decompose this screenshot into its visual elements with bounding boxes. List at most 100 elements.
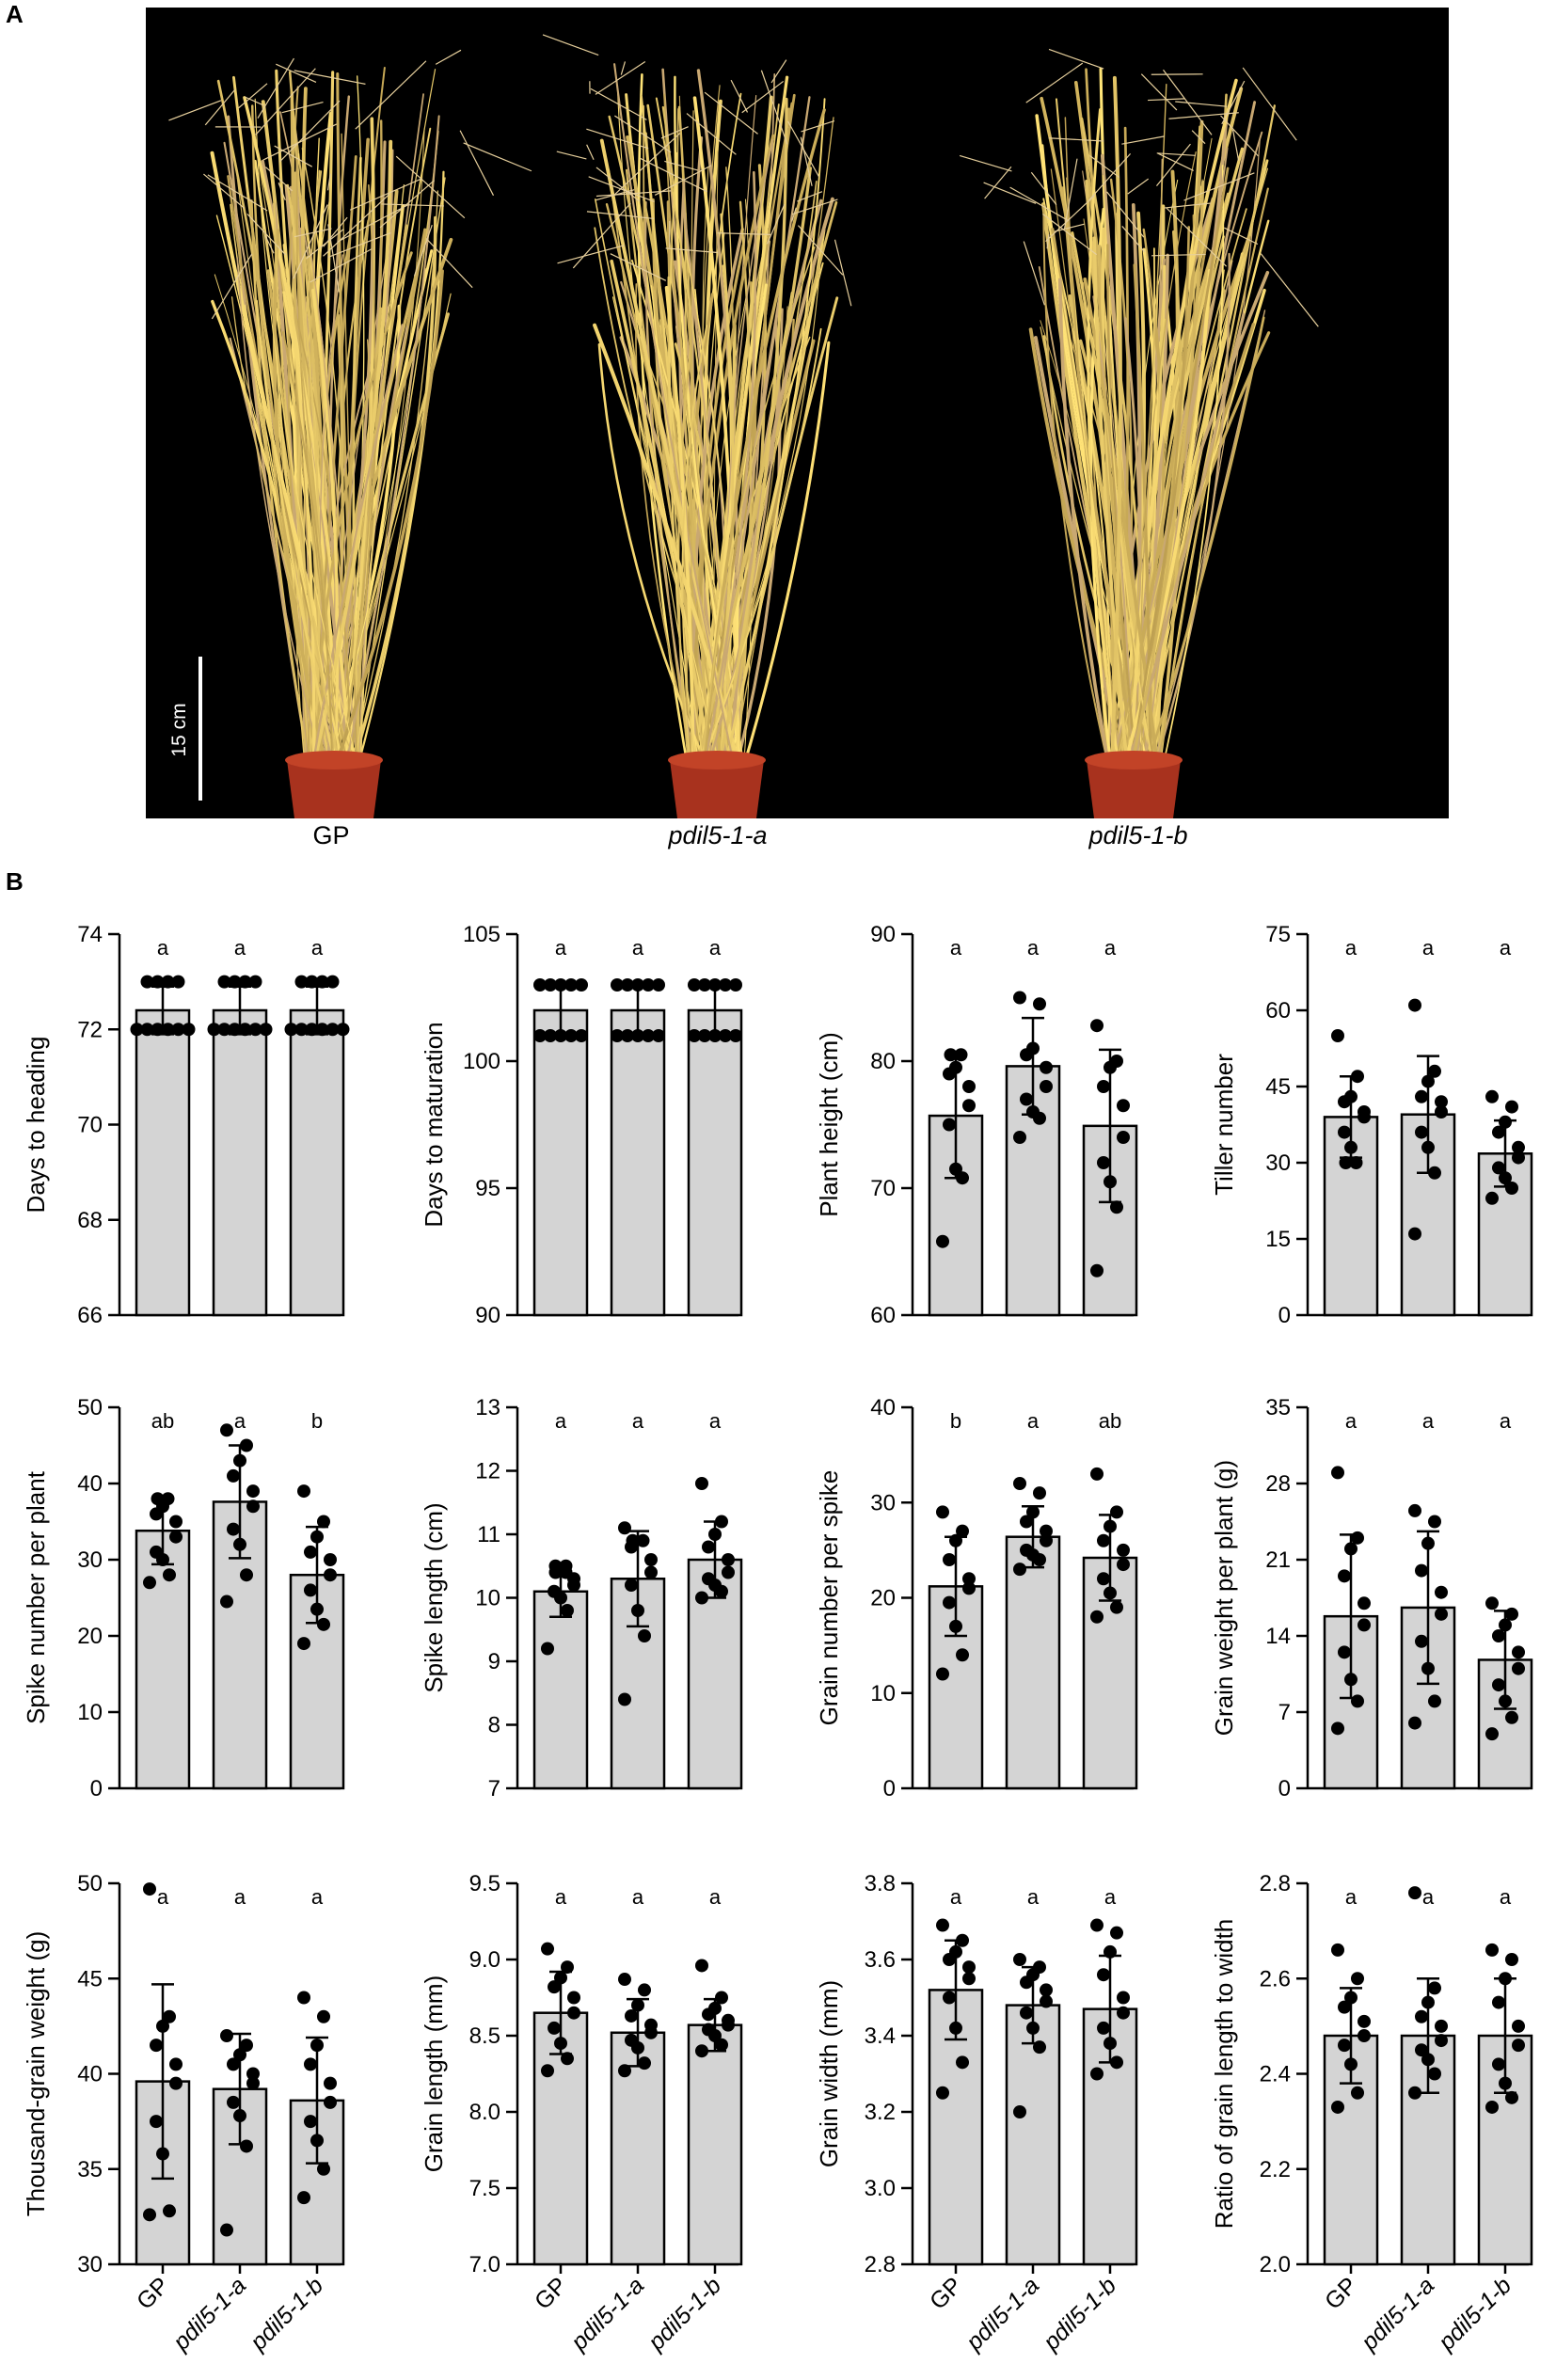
- data-point: [561, 1960, 574, 1975]
- data-point: [297, 1484, 310, 1499]
- data-point: [1435, 1607, 1448, 1621]
- data-point: [1421, 1536, 1435, 1550]
- data-point: [1013, 2105, 1026, 2118]
- genotype-label-pdil5-1-a: pdil5-1-a: [668, 821, 768, 849]
- data-point: [248, 1023, 262, 1037]
- data-point: [294, 1023, 309, 1037]
- data-point: [548, 1980, 561, 1994]
- data-point: [169, 1530, 183, 1544]
- data-point: [1344, 1542, 1358, 1556]
- y-tick-label: 14: [1265, 1624, 1291, 1649]
- data-point: [652, 1029, 665, 1042]
- data-point: [1344, 1991, 1358, 2005]
- data-point: [638, 2056, 651, 2071]
- data-point: [325, 1023, 340, 1037]
- data-point: [1040, 1983, 1053, 1997]
- awn: [413, 224, 433, 277]
- stem: [634, 326, 737, 775]
- data-point: [284, 1023, 298, 1037]
- data-point: [631, 978, 644, 992]
- data-point: [233, 1453, 246, 1468]
- data-point: [207, 1023, 221, 1037]
- y-tick-label: 28: [1265, 1471, 1291, 1497]
- significance-letter: a: [311, 1885, 324, 1909]
- data-point: [1117, 2006, 1130, 2020]
- y-tick-label: 2.8: [865, 2252, 896, 2277]
- awn: [381, 203, 444, 207]
- awn: [1121, 135, 1165, 145]
- significance-letter: ab: [1099, 1409, 1121, 1433]
- chart-3: 60 70 80 90 Plant height (cm) a a a: [815, 922, 1138, 1328]
- awn: [1046, 234, 1050, 249]
- data-point: [1040, 1533, 1053, 1547]
- awn: [983, 182, 1037, 204]
- awn: [203, 173, 246, 209]
- data-point: [1103, 1175, 1117, 1189]
- data-point: [688, 1029, 701, 1042]
- awn: [588, 176, 655, 202]
- awn: [1009, 186, 1069, 221]
- awn: [1045, 195, 1095, 242]
- awn: [572, 202, 631, 269]
- data-point: [722, 1565, 735, 1579]
- data-point: [715, 1515, 728, 1529]
- data-point: [1040, 1994, 1053, 2008]
- awn: [791, 207, 797, 222]
- awn: [590, 87, 647, 120]
- pot-rim: [285, 751, 383, 770]
- data-point: [541, 2064, 554, 2078]
- data-point: [1117, 1099, 1130, 1113]
- data-point: [1505, 1953, 1518, 1966]
- stem: [236, 257, 326, 775]
- data-point: [702, 1572, 715, 1586]
- data-point: [246, 2076, 260, 2090]
- x-tick-label: GP: [132, 2272, 174, 2314]
- data-point: [228, 975, 242, 989]
- data-point: [962, 1972, 976, 1986]
- data-point: [1428, 1694, 1441, 1708]
- data-point: [1358, 1618, 1371, 1632]
- panel-b-label: B: [6, 867, 24, 896]
- data-point: [715, 1991, 728, 2005]
- data-point: [1097, 1533, 1110, 1547]
- bar-GP: [532, 1008, 589, 1317]
- y-tick-label: 90: [475, 1303, 500, 1328]
- awn: [797, 191, 823, 202]
- bar-GP: [135, 1529, 191, 1790]
- data-point: [1117, 1543, 1130, 1557]
- y-tick-label: 105: [463, 922, 500, 947]
- plant-2: [542, 34, 852, 776]
- pot-rim: [668, 751, 766, 770]
- data-point: [305, 1023, 319, 1037]
- chart-10: 7.0 7.5 8.0 8.5 9.0 9.5 Grain length (mm) a GP a p…: [420, 1871, 743, 2356]
- data-point: [625, 1579, 638, 1592]
- data-point: [1499, 1972, 1512, 1986]
- awn: [207, 174, 268, 212]
- y-tick-label: 10: [475, 1586, 500, 1611]
- data-point: [644, 1565, 658, 1579]
- y-tick-label: 0: [90, 1776, 103, 1801]
- data-point: [1020, 1543, 1033, 1557]
- awn: [1260, 253, 1319, 327]
- awn: [306, 229, 344, 260]
- data-point: [217, 975, 231, 989]
- data-point: [151, 975, 165, 989]
- data-point: [240, 1438, 253, 1452]
- y-tick-label: 74: [77, 922, 103, 947]
- y-tick-label: 30: [77, 1547, 103, 1573]
- awn: [717, 232, 771, 236]
- y-tick-label: 40: [77, 1471, 103, 1497]
- awn: [1156, 152, 1196, 156]
- stem: [739, 341, 831, 776]
- data-point: [240, 1568, 253, 1582]
- bar-pdil5-1-b: [289, 1008, 345, 1317]
- y-axis-label: Spike length (cm): [420, 1502, 448, 1692]
- data-point: [161, 975, 175, 989]
- y-tick-label: 2.8: [1260, 1871, 1291, 1896]
- y-axis-label: Plant height (cm): [815, 1032, 843, 1217]
- data-point: [1492, 1125, 1505, 1139]
- y-tick-label: 9: [488, 1649, 500, 1674]
- awn: [1063, 158, 1078, 230]
- data-point: [324, 2095, 337, 2109]
- y-tick-label: 2.2: [1260, 2157, 1291, 2182]
